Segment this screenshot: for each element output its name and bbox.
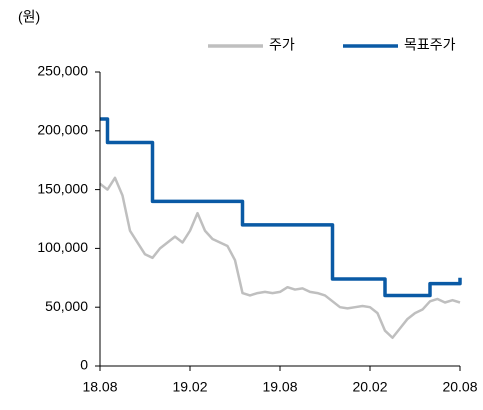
x-tick-label: 19.02 [172,379,207,395]
x-tick-label: 18.08 [82,379,117,395]
series-line [100,117,462,298]
y-tick-label: 50,000 [45,298,88,314]
y-tick-label: 100,000 [37,239,88,255]
x-tick-label: 20.08 [442,379,477,395]
x-tick-label: 19.08 [262,379,297,395]
y-tick-label: 150,000 [37,180,88,196]
legend-label: 주가 [269,37,295,53]
y-tick-label: 200,000 [37,122,88,138]
y-tick-label: 0 [80,357,88,373]
y-tick-label: 250,000 [37,63,88,79]
unit-label: (원) [18,9,40,25]
x-tick-label: 20.02 [352,379,387,395]
legend-label: 목표주가 [404,37,456,53]
series-line [99,176,461,340]
